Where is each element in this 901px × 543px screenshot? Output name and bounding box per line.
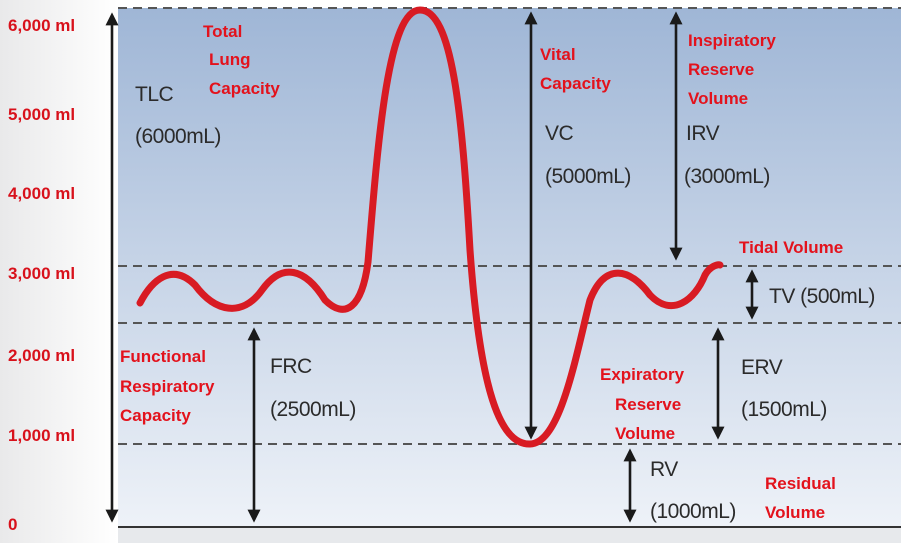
vc-value: (5000mL) xyxy=(545,165,631,188)
y-tick-label: 3,000 ml xyxy=(8,264,75,283)
bottom-shadow xyxy=(118,527,901,543)
y-tick-label: 4,000 ml xyxy=(8,184,75,203)
tlc-name-line: Capacity xyxy=(209,79,280,98)
rv-name-line: Volume xyxy=(765,503,825,522)
lung-volume-curve xyxy=(136,6,724,448)
irv-abbr: IRV xyxy=(686,122,720,145)
erv-name-line: Expiratory xyxy=(600,365,685,384)
irv-name-line: Reserve xyxy=(688,60,754,79)
y-tick-label: 1,000 ml xyxy=(8,426,75,445)
erv-name-line: Reserve xyxy=(615,395,681,414)
frc-abbr: FRC xyxy=(270,355,312,378)
erv-name-line: Volume xyxy=(615,424,675,443)
frc-value: (2500mL) xyxy=(270,398,356,421)
vc-name-line: Vital xyxy=(540,45,576,64)
rv-value: (1000mL) xyxy=(650,500,736,523)
y-tick-label: 0 xyxy=(8,515,17,534)
tlc-abbr: TLC xyxy=(135,83,174,106)
left-margin xyxy=(0,0,118,543)
irv-name-line: Volume xyxy=(688,89,748,108)
tlc-value: (6000mL) xyxy=(135,125,221,148)
y-tick-label: 2,000 ml xyxy=(8,346,75,365)
y-axis-ticks: 6,000 ml 5,000 ml 4,000 ml 3,000 ml 2,00… xyxy=(8,16,75,534)
irv-name-line: Inspiratory xyxy=(688,31,776,50)
tlc-name-line: Total xyxy=(203,22,242,41)
y-tick-label: 6,000 ml xyxy=(8,16,75,35)
irv-value: (3000mL) xyxy=(684,165,770,188)
frc-name-line: Respiratory xyxy=(120,377,215,396)
y-tick-label: 5,000 ml xyxy=(8,105,75,124)
tlc-name-line: Lung xyxy=(209,50,251,69)
tv-name: Tidal Volume xyxy=(739,238,843,257)
erv-value: (1500mL) xyxy=(741,398,827,421)
rv-name-line: Residual xyxy=(765,474,836,493)
tv-text: TV (500mL) xyxy=(769,285,875,308)
erv-abbr: ERV xyxy=(741,356,783,379)
frc-name-line: Functional xyxy=(120,347,206,366)
rv-abbr: RV xyxy=(650,458,678,481)
vc-abbr: VC xyxy=(545,122,574,145)
frc-name-line: Capacity xyxy=(120,406,191,425)
vc-name-line: Capacity xyxy=(540,74,611,93)
